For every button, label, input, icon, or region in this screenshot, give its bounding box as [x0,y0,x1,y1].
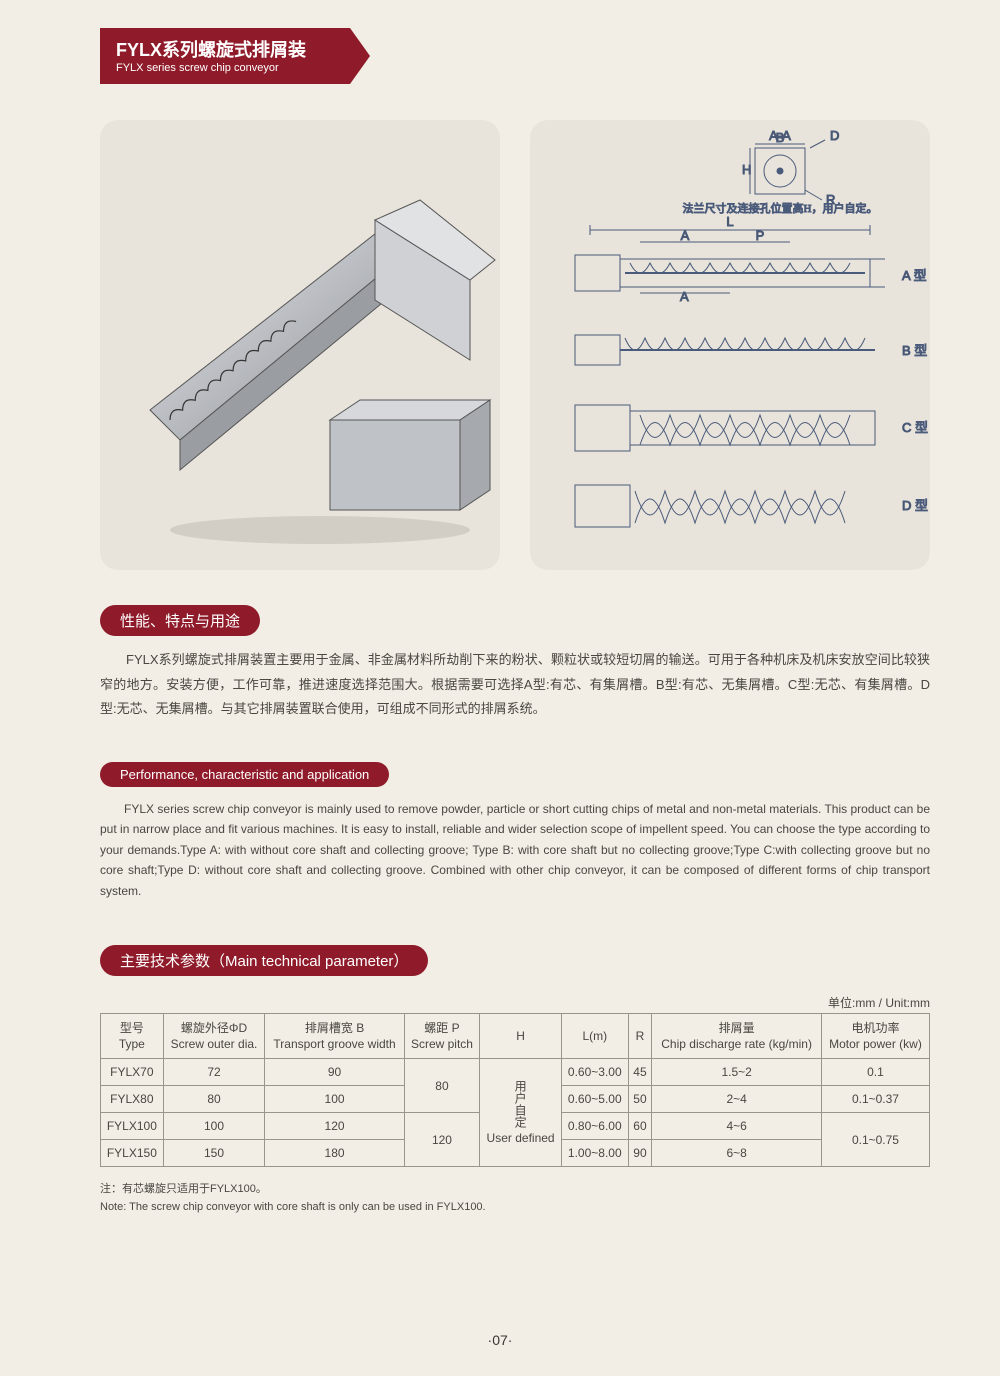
section-performance-en: Performance, characteristic and applicat… [100,762,930,901]
col-r: R [628,1014,652,1059]
col-dia: 螺旋外径ΦDScrew outer dia. [163,1014,265,1059]
diag-type-b: B 型 [902,343,927,358]
svg-text:L: L [726,214,733,229]
svg-text:P: P [756,228,765,243]
col-l: L(m) [561,1014,628,1059]
cell-h-merged: 用户自定User defined [480,1059,562,1167]
diag-flange-note: 法兰尺寸及连接孔位置高H，用户自定。 [683,201,878,215]
svg-text:D: D [830,128,839,143]
section-table: 主要技术参数（Main technical parameter） 单位:mm /… [100,945,930,1217]
body-performance-en: FYLX series screw chip conveyor is mainl… [100,799,930,901]
title-en: FYLX series screw chip conveyor [116,62,334,74]
note-cn: 注：有芯螺旋只适用于FYLX100。 [100,1181,930,1199]
section-performance-cn: 性能、特点与用途 FYLX系列螺旋式排屑装置主要用于金属、非金属材料所劫削下来的… [100,605,930,722]
heading-table: 主要技术参数（Main technical parameter） [100,945,428,976]
technical-diagram-box: A-A B D H R 法兰尺寸及连接孔位置高H，用户自定。 L A P [530,120,930,570]
col-pitch: 螺距 PScrew pitch [404,1014,479,1059]
table-note: 注：有芯螺旋只适用于FYLX100。 Note: The screw chip … [100,1181,930,1216]
diag-type-d: D 型 [902,498,928,513]
col-groove: 排屑槽宽 BTransport groove width [265,1014,404,1059]
product-photo-box [100,120,500,570]
svg-text:B: B [776,130,785,145]
heading-performance-en: Performance, characteristic and applicat… [100,762,389,787]
title-cn: FYLX系列螺旋式排屑装 [116,36,334,62]
table-head: 型号Type 螺旋外径ΦDScrew outer dia. 排屑槽宽 BTran… [101,1014,930,1059]
banner-arrow [350,28,370,84]
product-photo [100,120,500,570]
col-h: H [480,1014,562,1059]
svg-text:A: A [680,289,689,304]
diag-type-a: A 型 [902,268,927,283]
col-type: 型号Type [101,1014,164,1059]
col-power: 电机功率Motor power (kw) [821,1014,929,1059]
technical-diagram: A-A B D H R 法兰尺寸及连接孔位置高H，用户自定。 L A P [530,120,930,570]
spec-table: 型号Type 螺旋外径ΦDScrew outer dia. 排屑槽宽 BTran… [100,1013,930,1167]
diag-type-c: C 型 [902,420,928,435]
unit-label: 单位:mm / Unit:mm [100,994,930,1011]
heading-performance-cn: 性能、特点与用途 [100,605,260,636]
table-row: FYLX70 72 90 80 用户自定User defined 0.60~3.… [101,1059,930,1086]
figure-row: A-A B D H R 法兰尺寸及连接孔位置高H，用户自定。 L A P [100,120,930,570]
svg-text:H: H [742,162,751,177]
title-banner: FYLX系列螺旋式排屑装 FYLX series screw chip conv… [100,28,350,84]
svg-text:A: A [681,228,690,243]
col-rate: 排屑量Chip discharge rate (kg/min) [652,1014,822,1059]
note-en: Note: The screw chip conveyor with core … [100,1199,930,1217]
body-performance-cn: FYLX系列螺旋式排屑装置主要用于金属、非金属材料所劫削下来的粉状、颗粒状或较短… [100,648,930,722]
page-number: ·07· [0,1332,1000,1348]
